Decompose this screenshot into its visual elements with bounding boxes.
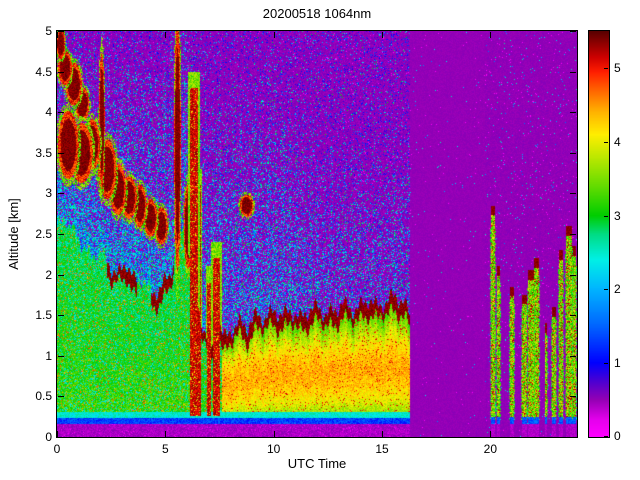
colorbar-tick-label: 3	[614, 208, 621, 223]
y-tick-mark	[58, 274, 64, 276]
x-tick-mark	[57, 431, 58, 437]
y-tick-mark	[570, 274, 576, 276]
y-tick-mark	[570, 31, 576, 32]
y-tick-label: 3	[45, 186, 52, 201]
colorbar	[589, 31, 609, 437]
y-tick-mark	[58, 437, 64, 438]
colorbar-tick-label: 2	[614, 282, 621, 297]
y-tick-label: 0	[45, 430, 52, 444]
x-tick-mark	[490, 32, 492, 38]
y-tick-mark	[570, 71, 576, 73]
y-tick-label: 3.5	[35, 145, 52, 160]
colorbar-tick-label: 0	[614, 429, 621, 443]
y-tick-mark	[58, 193, 64, 195]
y-tick-mark	[58, 112, 64, 114]
colorbar-tick-mark	[604, 436, 608, 437]
x-tick-mark	[165, 431, 167, 437]
y-tick-mark	[570, 315, 576, 317]
y-tick-mark	[58, 315, 64, 317]
y-tick-mark	[58, 234, 64, 235]
x-tick-mark	[273, 32, 275, 38]
colorbar-tick-mark	[604, 141, 608, 143]
y-tick-label: 2	[45, 267, 52, 282]
y-tick-mark	[570, 437, 576, 438]
y-tick-mark	[58, 396, 64, 398]
x-tick-mark	[273, 431, 275, 437]
y-tick-mark	[58, 31, 64, 32]
x-tick-mark	[165, 32, 167, 38]
y-tick-label: 1.5	[35, 308, 52, 323]
y-tick-mark	[58, 355, 64, 357]
x-tick-mark	[57, 32, 58, 38]
heatmap-canvas	[57, 31, 577, 437]
plot-title: 20200518 1064nm	[262, 6, 372, 21]
x-tick-mark	[382, 431, 383, 437]
y-tick-mark	[570, 234, 576, 235]
x-tick-label: 20	[483, 442, 497, 456]
x-tick-mark	[382, 32, 383, 38]
y-tick-label: 4.5	[35, 64, 52, 79]
x-tick-label: 0	[53, 442, 61, 456]
y-tick-mark	[570, 112, 576, 114]
colorbar-tick-mark	[604, 363, 608, 365]
x-tick-label: 10	[266, 442, 281, 456]
x-tick-label: 15	[375, 442, 389, 456]
colorbar-tick-mark	[604, 215, 608, 217]
y-tick-mark	[58, 152, 64, 154]
x-tick-label: 5	[161, 442, 169, 456]
y-tick-mark	[570, 355, 576, 357]
colorbar-tick-label: 1	[614, 356, 621, 371]
y-tick-mark	[570, 396, 576, 398]
y-tick-mark	[570, 152, 576, 154]
y-tick-label: 1	[45, 348, 52, 363]
colorbar-tick-label: 5	[614, 60, 621, 75]
colorbar-tick-mark	[604, 289, 608, 291]
y-tick-label: 5	[45, 24, 52, 38]
x-axis-label: UTC Time	[287, 456, 347, 471]
y-tick-mark	[570, 193, 576, 195]
y-tick-label: 0.5	[35, 389, 52, 404]
y-tick-label: 4	[45, 105, 52, 120]
y-tick-label: 2.5	[35, 227, 52, 241]
x-tick-mark	[490, 431, 492, 437]
y-tick-mark	[58, 71, 64, 73]
colorbar-tick-mark	[604, 67, 608, 69]
colorbar-tick-label: 4	[614, 134, 621, 149]
